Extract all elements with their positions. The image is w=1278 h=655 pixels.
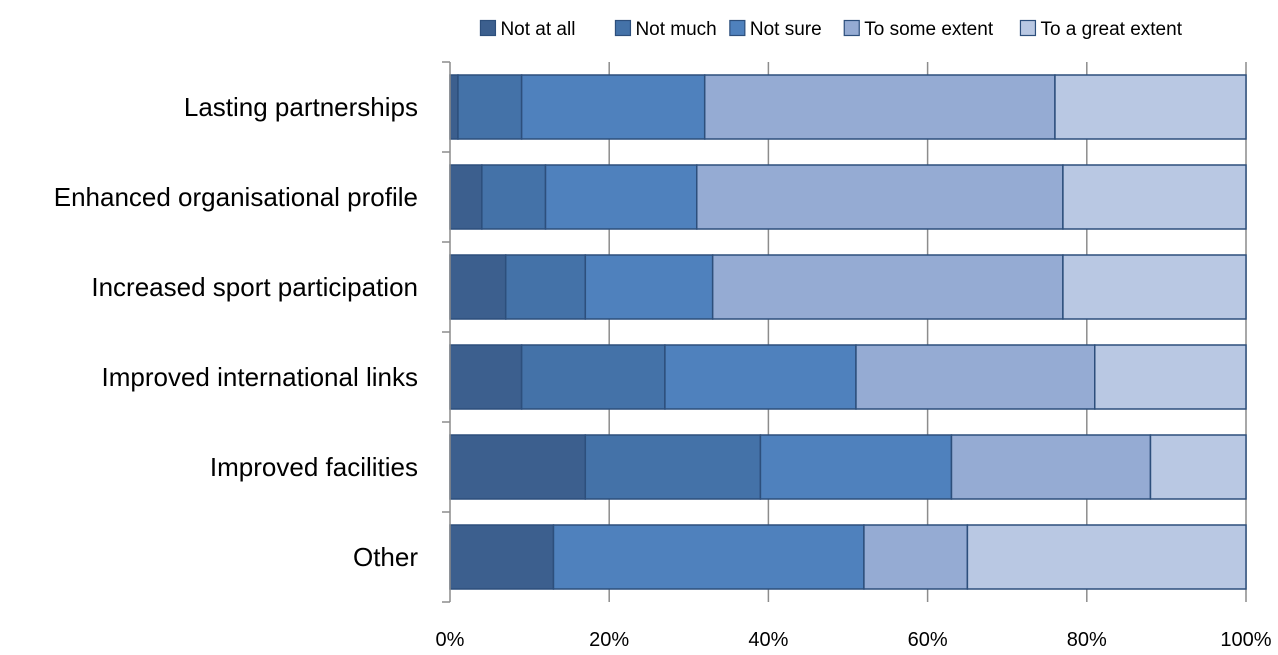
category-label: Enhanced organisational profile [54, 182, 418, 212]
bar-segment-to-a-great-extent [1094, 344, 1247, 410]
legend-swatch [479, 19, 497, 37]
bars [449, 74, 1247, 590]
x-tick-label: 60% [908, 629, 948, 651]
category-label: Lasting partnerships [184, 92, 418, 122]
bar-segment-to-a-great-extent [1062, 254, 1247, 320]
x-tick-label: 80% [1067, 629, 1107, 651]
gridlines [608, 62, 1247, 602]
bar-segment-not-much [520, 344, 666, 410]
x-tick-label: 40% [748, 629, 788, 651]
bar-segment-to-a-great-extent [1054, 74, 1247, 140]
legend-label: Not sure [750, 19, 822, 40]
bar-segment-not-sure [544, 164, 698, 230]
bar-segment-to-a-great-extent [966, 524, 1247, 590]
category-label: Improved facilities [210, 452, 418, 482]
category-label: Increased sport participation [91, 272, 418, 302]
bar-segment-not-much [584, 434, 762, 500]
bar-segment-to-some-extent [703, 74, 1056, 140]
bar-segment-not-sure [664, 344, 857, 410]
bar-segment-not-sure [584, 254, 714, 320]
bar-segment-not-at-all [449, 344, 523, 410]
legend-label: To some extent [864, 19, 994, 40]
bar-segment-to-some-extent [863, 524, 969, 590]
category-label: Other [353, 542, 418, 572]
x-tick-label: 100% [1220, 629, 1271, 651]
bar-segment-not-at-all [449, 164, 483, 230]
bar-segment-not-much [481, 164, 547, 230]
bar-segment-to-a-great-extent [1149, 434, 1247, 500]
legend-label: Not much [635, 19, 716, 40]
bar-segment-not-sure [552, 524, 865, 590]
category-label: Improved international links [102, 362, 419, 392]
legend-label: To a great extent [1040, 19, 1182, 40]
bar-segment-not-much [457, 74, 523, 140]
bar-segment-to-some-extent [855, 344, 1096, 410]
legend-label: Not at all [500, 19, 575, 40]
bar-segment-not-at-all [449, 74, 459, 140]
bar-segment-not-at-all [449, 434, 587, 500]
bar-segment-not-at-all [449, 254, 507, 320]
legend-swatch [729, 19, 746, 37]
x-tick-label: 0% [436, 629, 465, 651]
x-axis-ticks: 0% 20% 40% 60% 80% 100% [436, 629, 1272, 651]
bar-segment-not-much [504, 254, 587, 320]
y-axis: Lasting partnerships Enhanced organisatio… [54, 61, 451, 603]
legend-swatch [843, 19, 860, 37]
bar-segment-to-a-great-extent [1062, 164, 1247, 230]
x-tick-label: 20% [589, 629, 629, 651]
bar-segment-not-sure [759, 434, 953, 500]
legend-swatch [614, 19, 632, 37]
bar-segment-to-some-extent [711, 254, 1064, 320]
bar-segment-not-at-all [449, 524, 555, 590]
bar-segment-to-some-extent [696, 164, 1064, 230]
bar-segment-to-some-extent [950, 434, 1152, 500]
legend-swatch [1019, 19, 1037, 37]
bar-segment-not-sure [520, 74, 706, 140]
legend: Not at all Not much Not sure To some extent… [479, 19, 1183, 40]
